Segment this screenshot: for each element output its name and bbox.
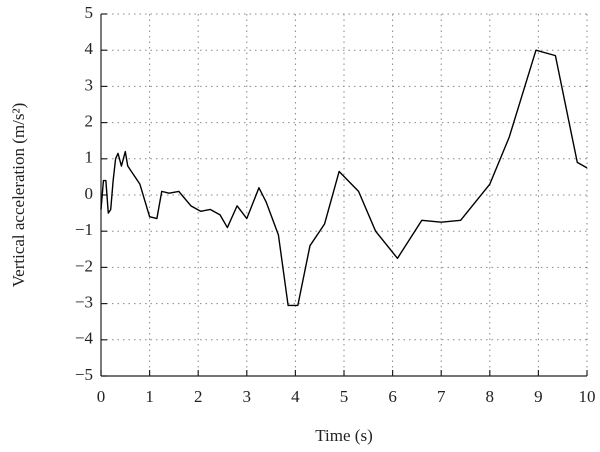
x-tick-label: 6 bbox=[388, 387, 397, 406]
y-axis-title: Vertical acceleration (m/s²) bbox=[9, 103, 28, 287]
y-tick-label: 3 bbox=[85, 75, 94, 94]
x-tick-label: 3 bbox=[243, 387, 252, 406]
data-line bbox=[100, 49, 588, 307]
y-tick-label: −5 bbox=[75, 365, 93, 384]
x-tick-label: 2 bbox=[194, 387, 203, 406]
x-tick-label: 5 bbox=[340, 387, 349, 406]
y-tick-label: 4 bbox=[85, 39, 94, 58]
x-axis-title: Time (s) bbox=[315, 426, 372, 445]
y-tick-label: −1 bbox=[75, 220, 93, 239]
x-tick-label: 0 bbox=[97, 387, 106, 406]
y-tick-label: 5 bbox=[85, 3, 94, 22]
y-tick-label: 2 bbox=[85, 112, 94, 131]
x-tick-label: 9 bbox=[534, 387, 543, 406]
y-tick-label: −4 bbox=[75, 329, 94, 348]
y-tick-label: 0 bbox=[85, 184, 94, 203]
y-tick-label: −2 bbox=[75, 256, 93, 275]
x-tick-label: 10 bbox=[579, 387, 596, 406]
x-tick-label: 8 bbox=[486, 387, 495, 406]
x-tick-label: 1 bbox=[145, 387, 154, 406]
x-tick-label: 4 bbox=[291, 387, 300, 406]
x-tick-label: 7 bbox=[437, 387, 446, 406]
y-tick-label: −3 bbox=[75, 293, 93, 312]
y-tick-label: 1 bbox=[85, 148, 94, 167]
